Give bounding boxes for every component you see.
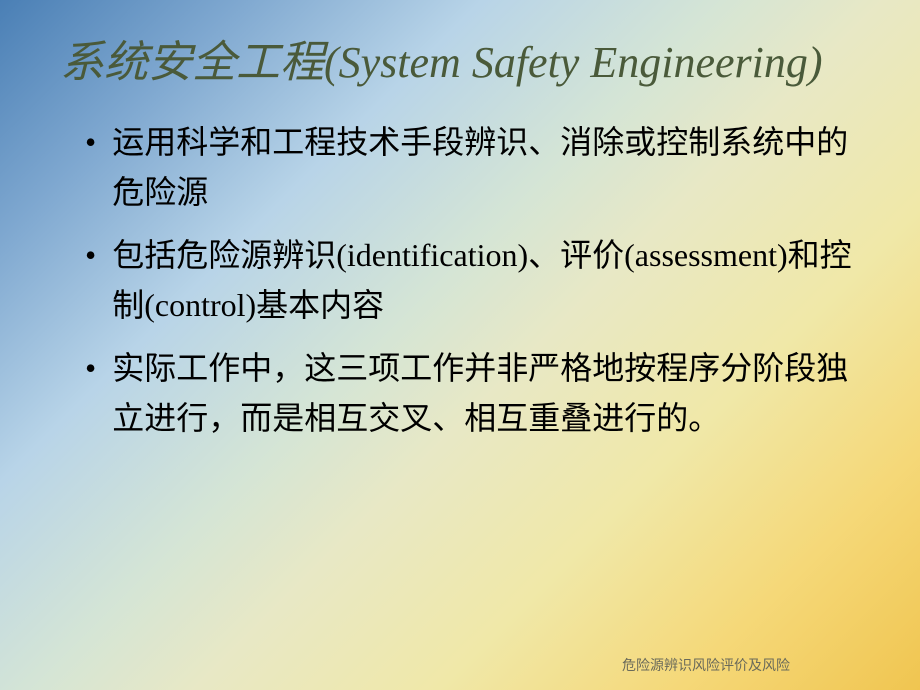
bullet-text: 运用科学和工程技术手段辨识、消除或控制系统中的危险源 [112,118,860,217]
slide-footer: 危险源辨识风险评价及风险 [622,655,790,675]
bullet-text: 包括危险源辨识(identification)、评价(assessment)和控… [112,231,860,330]
bullet-item: • 包括危险源辨识(identification)、评价(assessment)… [85,231,860,330]
bullet-item: • 运用科学和工程技术手段辨识、消除或控制系统中的危险源 [85,118,860,217]
bullet-marker-icon: • [85,231,96,279]
bullet-marker-icon: • [85,118,96,166]
bullet-text: 实际工作中，这三项工作并非严格地按程序分阶段独立进行，而是相互交叉、相互重叠进行… [112,344,860,443]
slide-title: 系统安全工程(System Safety Engineering) [60,35,860,90]
bullet-item: • 实际工作中，这三项工作并非严格地按程序分阶段独立进行，而是相互交叉、相互重叠… [85,344,860,443]
slide-content: • 运用科学和工程技术手段辨识、消除或控制系统中的危险源 • 包括危险源辨识(i… [60,118,860,444]
presentation-slide: 系统安全工程(System Safety Engineering) • 运用科学… [0,0,920,690]
bullet-marker-icon: • [85,344,96,392]
